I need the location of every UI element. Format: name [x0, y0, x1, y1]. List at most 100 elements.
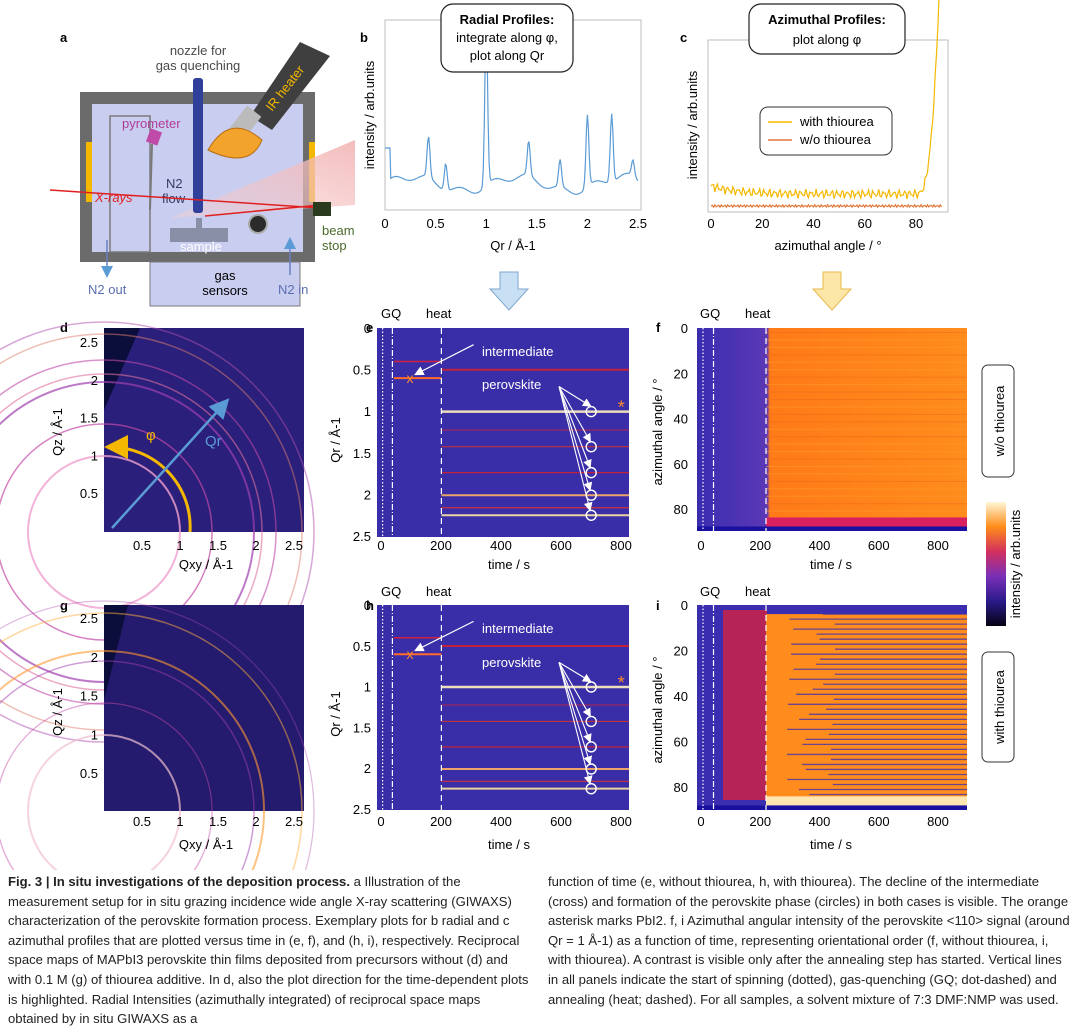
- y-axis-label: intensity / arb.units: [362, 60, 377, 169]
- x-tick-label: 0: [697, 814, 704, 829]
- diffraction-ring: [27, 734, 181, 870]
- x-axis-label: time / s: [810, 837, 852, 852]
- x-tick-label: 1: [483, 216, 490, 231]
- svg-text:plot along Qr: plot along Qr: [470, 48, 545, 63]
- radial-time-map: [377, 328, 629, 537]
- sample-stage: [170, 228, 228, 242]
- caption-right-text: function of time (e, without thiourea, h…: [548, 874, 1070, 1007]
- intermediate-label: intermediate: [482, 621, 554, 636]
- svg-text:GQ: GQ: [381, 306, 401, 321]
- y-tick-label: 0.5: [353, 639, 371, 654]
- y-tick-label: 80: [674, 502, 688, 517]
- y-tick-label: 1: [91, 448, 98, 463]
- svg-text:heat: heat: [745, 306, 771, 321]
- x-tick-label: 200: [430, 538, 452, 553]
- panel-letter: e: [366, 320, 373, 335]
- caption-right: function of time (e, without thiourea, h…: [548, 872, 1070, 1009]
- x-tick-label: 0.5: [133, 538, 151, 553]
- intermediate-cross: x: [407, 646, 414, 662]
- panel-letter: f: [656, 320, 661, 335]
- xrays-label: X-rays: [94, 190, 133, 205]
- nozzle-label: nozzle for gas quenching: [156, 43, 241, 73]
- beam-stop: [313, 202, 331, 216]
- y-tick-label: 2.5: [353, 802, 371, 817]
- x-tick-label: 0: [377, 538, 384, 553]
- x-tick-label: 600: [868, 814, 890, 829]
- diffraction-ring: [0, 612, 303, 870]
- perovskite-circle: [585, 741, 597, 753]
- y-tick-label: 2.5: [80, 611, 98, 626]
- x-axis-label: Qxy / Å-1: [179, 557, 233, 572]
- y-tick-label: 0.5: [80, 486, 98, 501]
- caption-left-text: a Illustration of the measurement setup …: [8, 874, 529, 1027]
- svg-text:plot along φ: plot along φ: [793, 32, 861, 47]
- radial-profiles-box: [440, 3, 574, 73]
- panel-letter: h: [366, 598, 374, 613]
- panel-letter: d: [60, 320, 68, 335]
- x-tick-label: 2.5: [285, 814, 303, 829]
- y-tick-label: 2: [91, 650, 98, 665]
- azimuthal-profiles-box: [748, 3, 906, 55]
- perovskite-label: perovskite: [482, 377, 541, 392]
- perovskite-circle: [585, 405, 597, 418]
- y-tick-label: 20: [674, 644, 688, 659]
- svg-text:Azimuthal Profiles:: Azimuthal Profiles:: [768, 12, 886, 27]
- y-tick-label: 20: [674, 366, 688, 381]
- x-tick-label: 0.5: [427, 216, 445, 231]
- y-tick-label: 0.5: [80, 766, 98, 781]
- window-left: [86, 142, 92, 202]
- intermediate-cross: x: [407, 370, 414, 386]
- sample-label: sample: [180, 239, 222, 254]
- phi-arc: [104, 434, 192, 533]
- x-tick-label: 800: [610, 814, 632, 829]
- y-tick-label: 1: [364, 404, 371, 419]
- panel-letter: b: [360, 30, 368, 45]
- perovskite-circle: [585, 466, 597, 479]
- perovskite-circle: [585, 509, 597, 521]
- ir-heat-cone: [170, 140, 355, 218]
- svg-text:integrate along φ,: integrate along φ,: [456, 30, 558, 45]
- qr-arrow: [111, 398, 230, 529]
- y-axis-label: Qr / Å-1: [328, 691, 343, 737]
- diffraction-ring: [0, 660, 255, 870]
- series-with-thiourea: [710, 0, 940, 201]
- diffraction-ring: [0, 650, 265, 870]
- y-axis-label: azimuthal angle / °: [650, 378, 665, 485]
- x-tick-label: 800: [610, 538, 632, 553]
- y-axis-label: Qr / Å-1: [328, 417, 343, 463]
- x-axis-label: azimuthal angle / °: [774, 238, 881, 253]
- x-tick-label: 0: [697, 538, 704, 553]
- caption-heading: Fig. 3 | In situ investigations of the d…: [8, 874, 350, 889]
- y-tick-label: 1: [364, 680, 371, 695]
- svg-text:with thiourea: with thiourea: [992, 669, 1007, 744]
- x-axis-label: time / s: [488, 837, 530, 852]
- x-tick-label: 200: [749, 814, 771, 829]
- colorbar-label: intensity / arb.units: [1008, 509, 1023, 618]
- x-tick-label: 0: [381, 216, 388, 231]
- y-tick-label: 0: [681, 321, 688, 336]
- panel-b: b Radial Profiles: integrate along φ, pl…: [360, 3, 647, 253]
- x-tick-label: 80: [909, 216, 923, 231]
- x-tick-labels: 0 20 40 60 80: [707, 216, 923, 231]
- beam-stop-label: beam stop: [322, 223, 355, 253]
- x-tick-labels: 0 0.5 1 1.5 2 2.5: [381, 216, 647, 231]
- xray-beam: [49, 189, 321, 209]
- x-tick-label: 0: [707, 216, 714, 231]
- panel-h: h x * GQ heat intermediate perovskite 0 0.…: [328, 584, 632, 852]
- x-tick-label: 800: [927, 814, 949, 829]
- phi-label: φ: [146, 427, 156, 444]
- y-tick-label: 60: [674, 457, 688, 472]
- x-tick-label: 60: [858, 216, 872, 231]
- x-tick-label: 200: [749, 538, 771, 553]
- x-tick-label: 1.5: [209, 814, 227, 829]
- x-tick-label: 600: [868, 538, 890, 553]
- y-tick-label: 0: [681, 598, 688, 613]
- x-tick-label: 600: [550, 538, 572, 553]
- legend-with: with thiourea: [799, 114, 874, 129]
- perovskite-circle: [585, 441, 597, 453]
- perovskite-circle: [585, 715, 597, 728]
- intermediate-label: intermediate: [482, 344, 554, 359]
- y-tick-label: 2: [91, 373, 98, 388]
- x-tick-label: 2.5: [285, 538, 303, 553]
